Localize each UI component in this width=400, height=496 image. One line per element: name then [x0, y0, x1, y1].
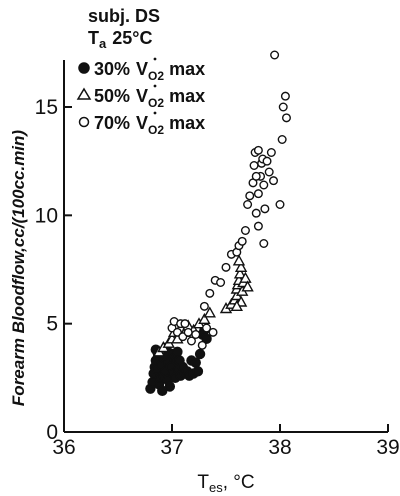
point-series1-11 [198, 312, 211, 325]
point-series2-9 [197, 340, 207, 350]
legend-label-70: 70% VO2 max [94, 113, 205, 137]
legend-item-70: 70% VO2 max [78, 111, 205, 137]
point-series2-27 [251, 208, 261, 218]
point-series2-5 [180, 319, 190, 329]
legend-marker-filled-circle [78, 62, 90, 74]
point-series0-36 [194, 348, 206, 360]
legend-sub-70: O2 [148, 123, 164, 137]
point-series2-28 [253, 189, 263, 199]
x-tick-label-38: 38 [268, 436, 291, 459]
point-series2-6 [183, 327, 193, 337]
point-series1-28 [230, 299, 243, 312]
axes [63, 60, 388, 433]
legend-vdot-50 [153, 84, 157, 88]
point-series2-20 [237, 236, 247, 246]
point-series2-29 [253, 221, 263, 231]
point-series2-39 [270, 50, 280, 60]
point-series2-42 [278, 102, 288, 112]
y-tick-label-5: 5 [46, 313, 58, 336]
point-series2-33 [259, 180, 269, 190]
point-series2-46 [253, 145, 263, 155]
point-series0-10 [157, 385, 168, 397]
point-series0-34 [190, 357, 201, 368]
point-series2-7 [186, 336, 196, 346]
legend-max-30: max [169, 59, 205, 79]
point-series2-23 [245, 191, 255, 201]
point-series2-41 [277, 134, 287, 144]
legend-v-50: V [136, 86, 148, 106]
legend-pct-70: 70% [94, 113, 130, 133]
point-series2-37 [266, 147, 276, 157]
legend-max-70: max [169, 113, 205, 133]
legend-vdot-30 [153, 57, 157, 61]
point-series0-17 [164, 381, 176, 392]
point-series2-12 [199, 301, 209, 311]
point-series1-25 [239, 271, 252, 283]
point-series2-45 [259, 238, 269, 248]
legend: subj. DS Ta 25°C 30% VO2 max 50% VO2 max 70% V… [76, 6, 205, 137]
legend-marker-open-triangle [76, 87, 92, 100]
point-series0-39 [201, 333, 212, 345]
point-series1-12 [203, 306, 216, 318]
ambient-temp-value: 25°C [112, 28, 152, 48]
point-series2-8 [191, 330, 201, 340]
legend-item-50: 50% VO2 max [76, 84, 205, 110]
point-series0-24 [172, 346, 183, 358]
point-series2-38 [269, 176, 279, 186]
x-tick-label-37: 37 [160, 436, 183, 459]
ambient-temp-sub: a [99, 36, 107, 51]
legend-vdot-70 [153, 111, 157, 115]
point-series2-34 [260, 204, 270, 214]
point-series2-15 [216, 278, 226, 288]
legend-sub-50: O2 [148, 96, 164, 110]
point-series2-21 [240, 225, 250, 235]
point-series2-36 [264, 167, 274, 177]
ambient-temp-label: Ta 25°C [88, 28, 152, 51]
x-axis-label-unit: , °C [223, 472, 255, 493]
legend-v-30: V [136, 59, 148, 79]
legend-sub-30: O2 [148, 69, 164, 83]
x-axis-label-main: T [197, 472, 209, 493]
x-tick-label-36: 36 [52, 436, 75, 459]
data-points [145, 50, 291, 397]
ambient-temp-symbol: T [88, 28, 99, 48]
legend-item-30: 30% VO2 max [78, 57, 205, 83]
point-series0-35 [192, 366, 204, 377]
point-series1-21 [234, 260, 248, 273]
legend-label-50: 50% VO2 max [94, 86, 205, 110]
legend-marker-open-circle [78, 116, 90, 128]
point-series2-47 [251, 171, 261, 181]
point-series1-20 [233, 267, 247, 279]
legend-max-50: max [169, 86, 205, 106]
x-axis-label-sub: es [209, 480, 223, 495]
point-series1-22 [232, 254, 246, 266]
point-series2-44 [281, 113, 291, 123]
x-axis-label: Tes, °C [197, 472, 254, 495]
subject-label: subj. DS [88, 6, 160, 26]
point-series2-10 [202, 323, 212, 333]
point-series2-13 [205, 288, 215, 298]
legend-pct-50: 50% [94, 86, 130, 106]
legend-pct-30: 30% [94, 59, 130, 79]
point-series2-35 [262, 156, 272, 166]
y-tick-label-15: 15 [35, 96, 58, 119]
point-series2-25 [249, 160, 259, 170]
legend-label-30: 30% VO2 max [94, 59, 205, 83]
point-series2-43 [280, 91, 290, 101]
point-series2-11 [208, 327, 218, 337]
point-series1-26 [241, 280, 254, 292]
y-axis-label: Forearm Bloodflow,cc/(100cc.min) [9, 130, 28, 406]
y-tick-label-10: 10 [35, 204, 58, 227]
point-series2-40 [275, 199, 285, 209]
legend-v-70: V [136, 113, 148, 133]
y-tick-label-0: 0 [46, 421, 58, 444]
point-series2-22 [243, 199, 253, 209]
x-tick-label-39: 39 [376, 436, 399, 459]
point-series2-16 [221, 262, 231, 272]
ticks: 36 37 38 39 0 5 10 15 [35, 96, 400, 459]
